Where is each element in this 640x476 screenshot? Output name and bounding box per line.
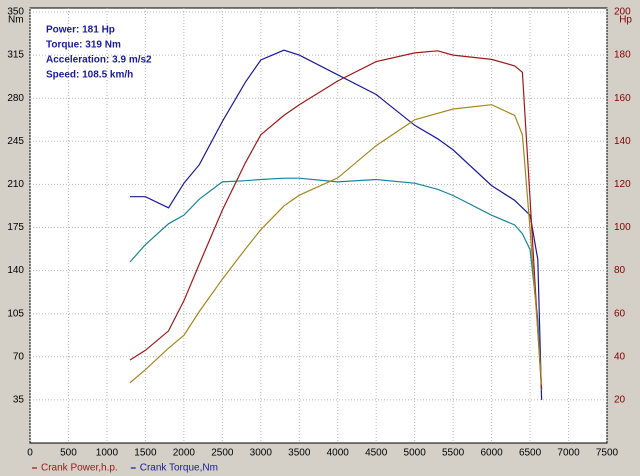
y-tick-label: 105 xyxy=(7,308,24,319)
y-tick-label: 140 xyxy=(7,265,24,276)
y2-tick-label: 100 xyxy=(614,222,631,233)
y-tick-label: 70 xyxy=(13,351,25,362)
x-tick-label: 0 xyxy=(27,448,33,459)
x-tick-label: 6000 xyxy=(480,448,503,459)
y-tick-label: 280 xyxy=(7,93,24,104)
x-tick-label: 2500 xyxy=(211,448,234,459)
y2-tick-label: 160 xyxy=(614,93,631,104)
x-tick-label: 3500 xyxy=(288,448,311,459)
y2-tick-label: 200 xyxy=(614,7,631,18)
y-tick-label: 35 xyxy=(13,395,25,406)
y2-tick-label: 80 xyxy=(614,265,626,276)
x-tick-label: 7500 xyxy=(596,448,619,459)
y-tick-label: 350 xyxy=(7,7,24,18)
info-text: Torque: 319 Nm xyxy=(46,40,121,51)
x-tick-label: 6500 xyxy=(519,448,542,459)
y2-tick-label: 180 xyxy=(614,50,631,61)
info-text: Speed: 108.5 km/h xyxy=(46,70,133,81)
y2-tick-label: 20 xyxy=(614,395,626,406)
x-tick-label: 4500 xyxy=(365,448,388,459)
y-axis-label: Nm xyxy=(8,15,24,26)
y-tick-label: 210 xyxy=(7,179,24,190)
plot-area xyxy=(29,7,608,444)
x-tick-label: 4000 xyxy=(327,448,350,459)
y2-tick-label: 120 xyxy=(614,179,631,190)
legend-label: Crank Power,h.p. xyxy=(41,463,118,474)
series-line xyxy=(130,49,543,400)
y2-axis-label: Hp xyxy=(619,15,632,26)
info-text: Acceleration: 3.9 m/s2 xyxy=(46,55,152,66)
x-tick-label: 3000 xyxy=(250,448,273,459)
x-tick-label: 500 xyxy=(60,448,77,459)
series-line xyxy=(129,104,543,385)
x-tick-label: 7000 xyxy=(557,448,580,459)
y-tick-label: 245 xyxy=(7,136,24,147)
series-line xyxy=(129,50,543,390)
series-line xyxy=(129,177,543,391)
x-tick-label: 5500 xyxy=(442,448,465,459)
y2-tick-label: 60 xyxy=(614,308,626,319)
info-text: Power: 181 Hp xyxy=(46,25,115,36)
y2-tick-label: 40 xyxy=(614,351,626,362)
x-tick-label: 2000 xyxy=(173,448,196,459)
x-tick-label: 1000 xyxy=(96,448,119,459)
y-tick-label: 315 xyxy=(7,50,24,61)
x-tick-label: 5000 xyxy=(404,448,427,459)
y2-tick-label: 140 xyxy=(614,136,631,147)
x-tick-label: 1500 xyxy=(134,448,157,459)
y-tick-label: 175 xyxy=(7,222,24,233)
legend-label: Crank Torque,Nm xyxy=(140,463,218,474)
